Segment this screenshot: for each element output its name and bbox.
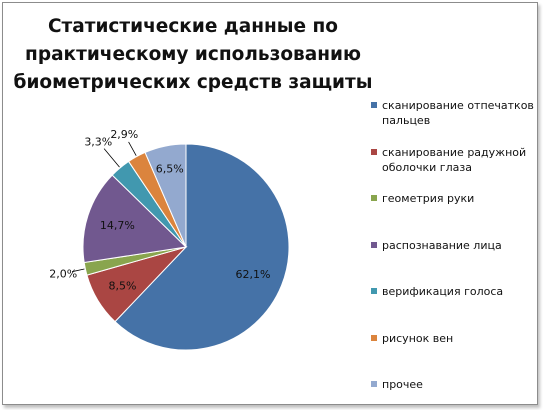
pie-slice <box>114 143 290 351</box>
data-label: 2,9% <box>110 128 138 141</box>
legend-label: верификация голоса <box>382 285 504 298</box>
leader-line <box>71 268 85 273</box>
legend-item: прочее <box>371 377 541 392</box>
data-label: 3,3% <box>84 136 112 149</box>
data-label: 62,1% <box>236 268 271 281</box>
legend-item: геометрия руки <box>371 191 541 206</box>
legend-item: верификация голоса <box>371 284 541 299</box>
chart-frame: Статистические данные по практическому и… <box>2 2 538 405</box>
legend-item: рисунок вен <box>371 331 541 346</box>
legend-swatch <box>371 195 377 201</box>
legend-swatch <box>371 148 377 155</box>
chart-title: Статистические данные по практическому и… <box>13 16 373 93</box>
legend-swatch <box>371 241 377 248</box>
legend-swatch <box>371 334 377 341</box>
legend-label: распознавание лица <box>382 238 502 252</box>
data-label: 8,5% <box>109 279 137 292</box>
pie-slice <box>82 174 188 264</box>
legend-item: сканирование отпечатков пальцев <box>371 98 541 128</box>
leader-line <box>128 141 137 156</box>
legend-item: сканирование радужной оболочки глаза <box>371 145 541 175</box>
legend-label: сканирование отпечатков пальцев <box>382 99 534 127</box>
pie-chart: 62,1% 8,5% 2,0% 14,7% 3,3%2,9% 6,5% <box>49 128 290 351</box>
legend-swatch <box>371 102 377 108</box>
legend-label: прочее <box>382 378 423 391</box>
legend-swatch <box>371 288 377 294</box>
legend-item: распознавание лица <box>371 238 541 253</box>
legend-label: сканирование радужной оболочки глаза <box>382 145 527 174</box>
data-label: 14,7% <box>100 219 135 232</box>
leader-line <box>103 148 120 168</box>
legend-label: рисунок вен <box>382 331 454 345</box>
legend-label: геометрия руки <box>382 192 475 205</box>
pie-slice <box>144 143 187 248</box>
data-label: 2,0% <box>49 268 77 281</box>
legend-swatch <box>371 381 377 387</box>
data-label: 6,5% <box>156 162 184 175</box>
